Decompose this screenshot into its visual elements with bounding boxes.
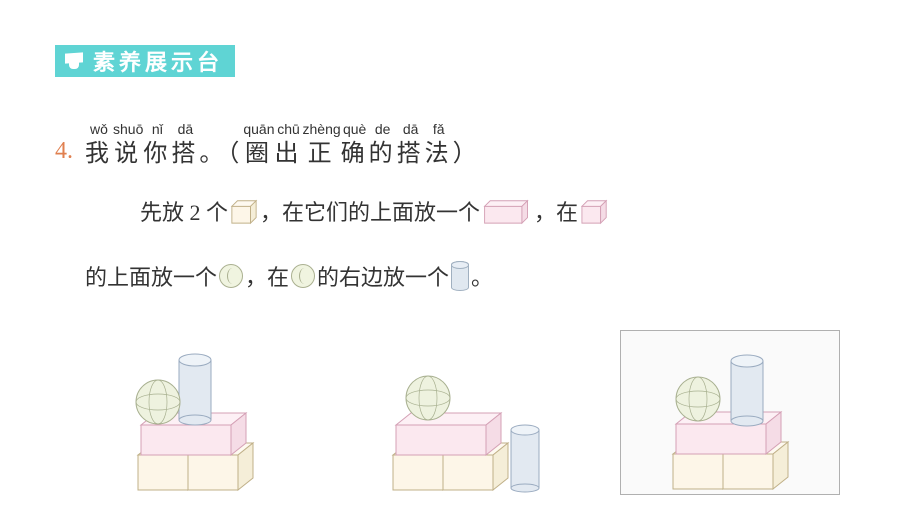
text-segment: 的右边放一个 — [317, 260, 449, 292]
answer-options — [55, 330, 865, 495]
text-segment: ，在它们的上面放一个 — [260, 195, 480, 227]
structure-c-icon — [643, 339, 818, 494]
cube-icon — [230, 197, 258, 225]
instruction-line-2: 的上面放一个 ，在 的右边放一个 。 — [85, 260, 493, 292]
cylinder-icon — [451, 261, 469, 291]
ruby-text: wǒ我shuō说nǐ你dā搭。（quān圈chū出zhèng正què确de的dā… — [85, 120, 481, 168]
sphere-icon — [291, 264, 315, 288]
option-c[interactable] — [620, 330, 840, 495]
instruction-line-1: 先放 2 个 ，在它们的上面放一个 ，在 — [140, 195, 610, 227]
text-segment: 。 — [471, 260, 493, 292]
text-segment: ，在 — [245, 260, 289, 292]
graduation-cap-icon — [63, 53, 85, 69]
option-a[interactable] — [80, 330, 300, 495]
text-segment: 先放 2 个 — [140, 195, 228, 227]
section-header: 素养展示台 — [55, 45, 235, 77]
cuboid-icon — [580, 197, 610, 225]
structure-a-icon — [103, 340, 278, 495]
option-b[interactable] — [350, 330, 570, 495]
cuboid-icon — [482, 197, 532, 225]
section-title: 素养展示台 — [93, 45, 223, 77]
text-segment: 的上面放一个 — [85, 260, 217, 292]
question-number: 4. — [55, 138, 73, 165]
text-segment: ，在 — [534, 195, 578, 227]
sphere-icon — [219, 264, 243, 288]
structure-b-icon — [373, 340, 548, 495]
